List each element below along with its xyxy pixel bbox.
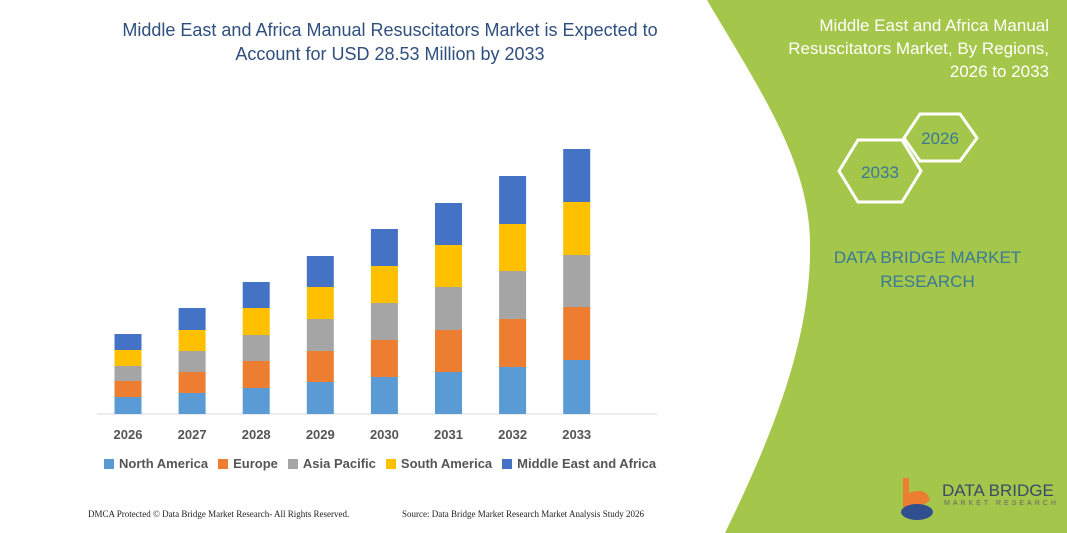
x-tick-label: 2032 xyxy=(498,427,527,442)
legend-label: North America xyxy=(119,456,209,471)
bar-segment-asia-pacific-2033 xyxy=(563,255,591,307)
legend-label: South America xyxy=(400,456,493,471)
bar-segment-middle-east-and-africa-2031 xyxy=(435,203,462,245)
bar-segment-asia-pacific-2026 xyxy=(114,366,142,381)
legend-item: Europe xyxy=(218,456,278,471)
hex-2026-label: 2026 xyxy=(921,129,959,148)
bar-segment-europe-2029 xyxy=(306,351,334,382)
bar-segment-south-america-2030 xyxy=(370,266,398,303)
legend-label: Europe xyxy=(233,456,278,471)
bar-segment-south-america-2028 xyxy=(242,308,270,335)
legend-label: Middle East and Africa xyxy=(517,456,657,471)
bar-segment-middle-east-and-africa-2032 xyxy=(499,176,527,224)
bar-segment-south-america-2029 xyxy=(306,287,334,319)
bar-segment-south-america-2027 xyxy=(178,330,206,351)
chart-title: Middle East and Africa Manual Resuscitat… xyxy=(122,20,658,64)
green-side-panel xyxy=(707,0,1067,533)
bar-segment-south-america-2031 xyxy=(435,245,462,287)
bar-segment-south-america-2032 xyxy=(499,224,527,271)
bar-segment-north-america-2026 xyxy=(114,397,142,414)
logo-name: DATA BRIDGE xyxy=(942,481,1054,500)
bar-segment-asia-pacific-2028 xyxy=(242,335,270,361)
bar-segment-north-america-2031 xyxy=(435,372,462,414)
logo-icon xyxy=(901,478,933,520)
x-tick-label: 2030 xyxy=(370,427,399,442)
bar-segment-middle-east-and-africa-2033 xyxy=(563,149,591,202)
bar-segment-asia-pacific-2030 xyxy=(370,303,398,340)
bar-segment-asia-pacific-2029 xyxy=(306,319,334,351)
bar-segment-north-america-2033 xyxy=(563,360,591,414)
hex-2033-label: 2033 xyxy=(861,163,899,182)
hex-2026 xyxy=(902,112,979,163)
legend-swatch xyxy=(287,458,298,469)
bar-segment-middle-east-and-africa-2028 xyxy=(242,282,270,308)
legend-swatch xyxy=(385,458,396,469)
bar-segment-north-america-2027 xyxy=(178,393,206,414)
x-tick-label: 2027 xyxy=(178,427,207,442)
bar-segment-north-america-2029 xyxy=(306,382,334,414)
bar-segment-middle-east-and-africa-2027 xyxy=(178,308,206,330)
logo-tagline: MARKET RESEARCH xyxy=(944,500,1059,507)
legend-swatch xyxy=(104,458,114,469)
bar-segment-europe-2030 xyxy=(370,340,398,377)
bar-segment-europe-2032 xyxy=(499,319,527,367)
bar-segment-asia-pacific-2032 xyxy=(499,271,527,319)
bar-segment-europe-2031 xyxy=(435,330,462,372)
x-tick-label: 2028 xyxy=(242,427,271,442)
brand-text: DATA BRIDGE MARKET RESEARCH xyxy=(833,248,1022,291)
legend: North America Europe Asia Pacific South Ame… xyxy=(104,456,656,471)
bar-segment-europe-2028 xyxy=(242,361,270,388)
hex-2033 xyxy=(837,138,923,204)
bar-segment-north-america-2032 xyxy=(499,367,527,414)
legend-swatch xyxy=(218,458,229,469)
legend-swatch xyxy=(502,458,513,469)
legend-label: Asia Pacific xyxy=(302,456,376,471)
footer-source: Source: Data Bridge Market Research Mark… xyxy=(402,509,644,519)
bar-segment-asia-pacific-2027 xyxy=(178,351,206,372)
bar-segment-asia-pacific-2031 xyxy=(435,287,462,330)
legend-item: Middle East and Africa xyxy=(502,456,656,471)
x-tick-label: 2026 xyxy=(114,427,143,442)
bar-segment-north-america-2030 xyxy=(370,377,398,414)
bar-segment-europe-2033 xyxy=(563,307,591,360)
bar-segment-europe-2027 xyxy=(178,372,206,393)
bar-segment-europe-2026 xyxy=(114,381,142,397)
bar-segment-middle-east-and-africa-2026 xyxy=(114,334,142,350)
legend-item: Asia Pacific xyxy=(287,456,376,471)
legend-item: South America xyxy=(385,456,493,471)
bar-segment-south-america-2026 xyxy=(114,350,142,366)
legend-item: North America xyxy=(104,456,208,471)
x-tick-label: 2033 xyxy=(562,427,591,442)
x-tick-label: 2031 xyxy=(434,427,463,442)
bar-segment-middle-east-and-africa-2030 xyxy=(370,229,398,266)
side-panel-title: Middle East and Africa Manual Resuscitat… xyxy=(788,16,1049,81)
stacked-bar-chart: 2026 2027 2028 2029 2030 2031 2032 2033 xyxy=(97,149,657,442)
x-tick-label: 2029 xyxy=(306,427,335,442)
bar-segment-middle-east-and-africa-2029 xyxy=(306,256,334,287)
bar-segment-north-america-2028 xyxy=(242,388,270,414)
bar-segment-south-america-2033 xyxy=(563,202,591,255)
footer-copyright: DMCA Protected © Data Bridge Market Rese… xyxy=(88,509,350,519)
